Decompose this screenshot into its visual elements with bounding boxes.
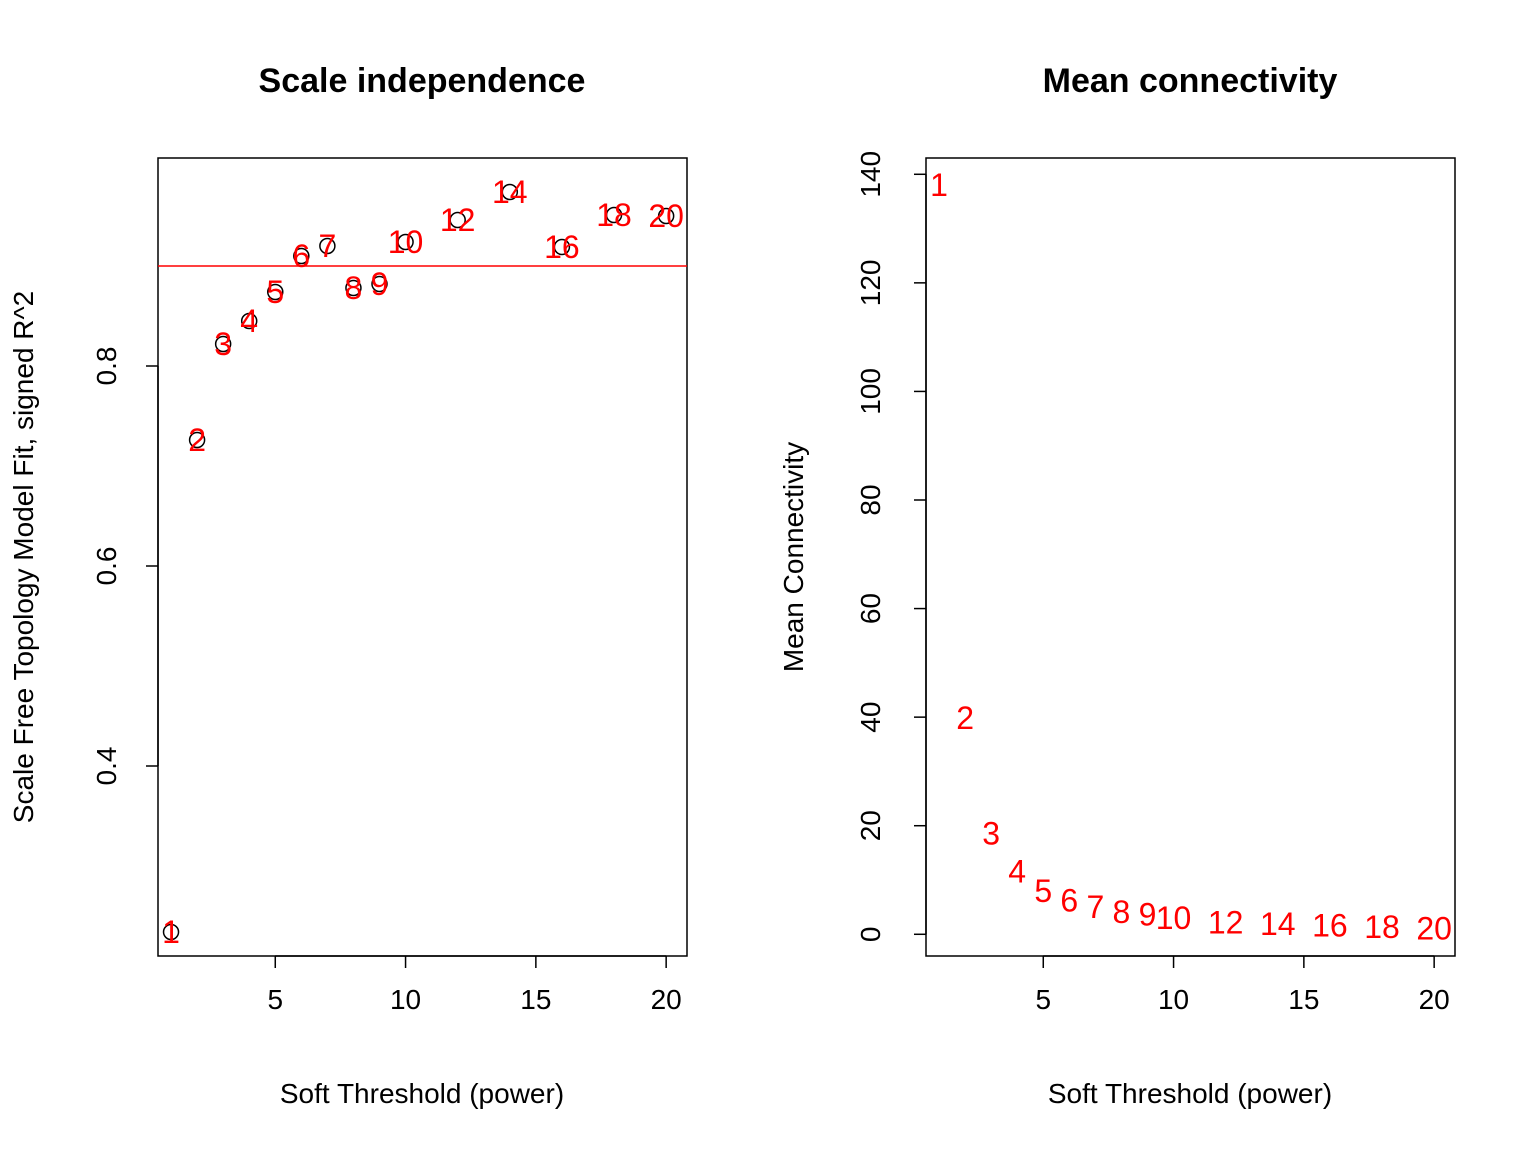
- scale-independence-panel: Scale independence 5 10 15 200.40.60.8 1234…: [8, 62, 688, 1109]
- x-tick-label: 10: [390, 984, 421, 1015]
- x-tick-label: 15: [520, 984, 551, 1015]
- data-point: [240, 312, 258, 330]
- point-label: 9: [1139, 897, 1157, 933]
- point-label: 7: [1086, 889, 1104, 925]
- point-label: 2: [956, 700, 974, 736]
- point-label: 3: [214, 326, 232, 362]
- data-point: [657, 207, 675, 225]
- data-point: [267, 283, 284, 301]
- data-point: [188, 431, 206, 449]
- y-tick-label: 40: [855, 702, 886, 733]
- point-label: 18: [1364, 909, 1400, 945]
- point-label: 16: [544, 229, 580, 265]
- data-point: [293, 247, 310, 265]
- x-tick-label: 5: [267, 984, 283, 1015]
- point-label: 8: [345, 270, 363, 306]
- data-point: [553, 238, 571, 256]
- x-axis-label: Soft Threshold (power): [280, 1078, 564, 1109]
- point-label: 7: [318, 228, 336, 264]
- x-tick-label: 5: [1035, 984, 1051, 1015]
- point-label: 20: [648, 198, 684, 234]
- point-label: 14: [1260, 906, 1296, 942]
- data-point: [397, 233, 414, 251]
- point-label: 16: [1312, 908, 1348, 944]
- x-tick-label: 15: [1288, 984, 1319, 1015]
- y-tick-label: 20: [855, 810, 886, 841]
- chart-title: Scale independence: [259, 62, 586, 100]
- y-tick-label: 80: [855, 484, 886, 515]
- point-label: 14: [492, 174, 528, 210]
- x-tick-label: 10: [1158, 984, 1189, 1015]
- data-point: [214, 335, 232, 353]
- y-tick-label: 0: [855, 926, 886, 942]
- x-tick-label: 20: [651, 984, 682, 1015]
- data-point: [449, 211, 466, 229]
- point-label: 3: [982, 815, 1000, 851]
- data-point: [162, 923, 180, 941]
- point-label: 6: [1060, 883, 1078, 919]
- mean-connectivity-panel: Mean connectivity 5 10 15 20020406080100120…: [778, 62, 1456, 1109]
- y-tick-label: 100: [855, 368, 886, 415]
- point-label: 5: [266, 274, 284, 310]
- y-tick-label: 0.6: [91, 547, 122, 586]
- plot-frame: [925, 157, 1456, 957]
- point-label: 8: [1113, 894, 1131, 930]
- point-label: 12: [440, 202, 476, 238]
- plot-frame: [157, 157, 688, 957]
- x-tick-label: 20: [1419, 984, 1450, 1015]
- point-label: 4: [1008, 853, 1026, 889]
- y-tick-label: 120: [855, 259, 886, 306]
- point-label: 12: [1208, 904, 1244, 940]
- point-label: 10: [388, 224, 424, 260]
- y-axis-label: Scale Free Topology Model Fit, signed R^…: [8, 291, 39, 823]
- point-label: 1: [162, 914, 180, 950]
- y-axis-label: Mean Connectivity: [778, 442, 809, 672]
- point-label: 4: [240, 303, 258, 339]
- point-label: 20: [1416, 910, 1452, 946]
- y-tick-label: 60: [855, 593, 886, 624]
- y-tick-label: 140: [855, 151, 886, 198]
- point-label: 6: [292, 238, 310, 274]
- y-tick-label: 0.4: [91, 747, 122, 786]
- x-axis-label: Soft Threshold (power): [1048, 1078, 1332, 1109]
- data-point: [371, 275, 388, 293]
- data-point: [345, 279, 362, 297]
- data-point: [319, 237, 336, 255]
- data-point: [605, 206, 623, 224]
- point-label: 18: [596, 197, 632, 233]
- chart-title: Mean connectivity: [1043, 62, 1338, 100]
- point-label: 9: [371, 266, 389, 302]
- axis-ticks: 5 10 15 20 0.4 0.6 0.8: [91, 347, 682, 1015]
- point-label: 2: [188, 422, 206, 458]
- y-tick-label: 0.8: [91, 347, 122, 386]
- point-label: 5: [1034, 873, 1052, 909]
- point-label: 1: [930, 167, 948, 203]
- point-label: 10: [1156, 900, 1192, 936]
- data-point: [501, 183, 519, 201]
